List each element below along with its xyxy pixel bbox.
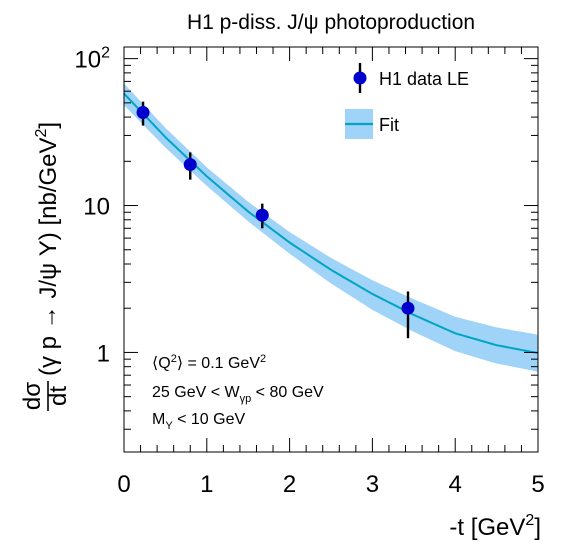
data-point bbox=[183, 158, 197, 172]
x-tick-label: 2 bbox=[283, 471, 296, 498]
legend-data-marker bbox=[353, 71, 367, 85]
x-tick-label: 0 bbox=[117, 471, 130, 498]
x-tick-label: 3 bbox=[366, 471, 379, 498]
curve-layer bbox=[123, 92, 539, 355]
y-axis-label: dσ dt (γ p → J/ψ Y) [nb/GeV2] bbox=[19, 122, 72, 411]
legend: H1 data LE Fit bbox=[345, 63, 469, 139]
svg-text:dσ: dσ bbox=[19, 382, 46, 410]
y-tick-label: 1 bbox=[97, 340, 110, 367]
annotation-q2: ⟨Q2⟩ = 0.1 GeV2 bbox=[152, 353, 266, 372]
x-tick-label: 4 bbox=[449, 471, 462, 498]
x-tick-label: 5 bbox=[531, 471, 544, 498]
svg-text:dt: dt bbox=[45, 386, 72, 406]
data-point bbox=[255, 208, 269, 222]
svg-text:(γ p → J/ψ Y) [nb/GeV2]: (γ p → J/ψ Y) [nb/GeV2] bbox=[33, 122, 62, 376]
data-point bbox=[136, 105, 150, 119]
legend-data-label: H1 data LE bbox=[379, 69, 469, 89]
x-axis-label: -t [GeV2] bbox=[449, 512, 541, 541]
x-tick-label: 1 bbox=[200, 471, 213, 498]
points-layer bbox=[136, 101, 415, 339]
fit-uncertainty-band bbox=[124, 83, 538, 372]
chart-title: H1 p-diss. J/ψ photoproduction bbox=[187, 11, 475, 34]
annotation-w-range: 25 GeV < Wγp < 80 GeV bbox=[152, 384, 324, 405]
legend-fit-label: Fit bbox=[379, 115, 399, 135]
band-layer bbox=[124, 83, 538, 372]
fit-curve bbox=[123, 92, 539, 355]
y-tick-label: 10 bbox=[83, 194, 110, 221]
tick-layer bbox=[123, 47, 539, 452]
y-tick-label: 102 bbox=[74, 45, 110, 74]
tick-label-layer: 0 1 2 3 4 5 1 10 102 bbox=[74, 45, 544, 498]
data-point bbox=[401, 301, 415, 315]
annotation-my-range: MY < 10 GeV bbox=[152, 411, 245, 432]
